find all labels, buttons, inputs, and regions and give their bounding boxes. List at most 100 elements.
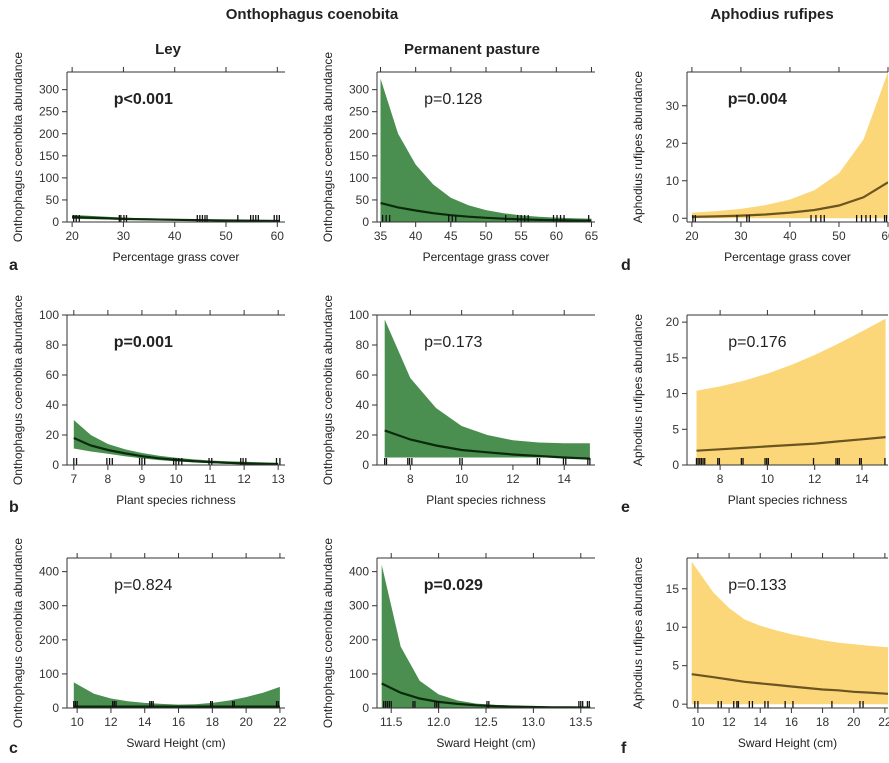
confidence-band <box>384 319 590 458</box>
confidence-band <box>691 561 888 705</box>
x-tick-label: 40 <box>409 229 423 243</box>
x-tick-label: 22 <box>273 715 287 729</box>
x-tick-label: 22 <box>878 715 889 729</box>
y-tick-label: 30 <box>666 99 680 113</box>
x-tick-label: 18 <box>206 715 220 729</box>
panel-letter-b: b <box>9 499 19 516</box>
y-tick-label: 100 <box>349 308 369 322</box>
y-axis-label: Onthophagus coenobita abundance <box>11 52 25 242</box>
y-tick-label: 0 <box>52 701 59 715</box>
y-axis-label: Aphodius rufipes abundance <box>631 71 645 223</box>
x-axis-label: Plant species richness <box>116 493 235 507</box>
x-tick-label: 50 <box>832 229 846 243</box>
x-tick-label: 11.5 <box>380 715 403 729</box>
x-tick-label: 16 <box>785 715 799 729</box>
x-tick-label: 10 <box>70 715 84 729</box>
x-tick-label: 50 <box>479 229 493 243</box>
y-tick-label: 20 <box>666 136 680 150</box>
x-tick-label: 12.0 <box>427 715 451 729</box>
plot-area <box>691 72 888 222</box>
fitted-line <box>696 436 886 452</box>
chart-pasture-grass-cover: 35 40 45 50 55 60 65 0 50 100 150 200 250 300 Percenta… <box>321 52 598 264</box>
chart-pasture-plant-richness: 8 10 12 14 0 20 40 60 80 100 Plant species richnes… <box>321 295 595 507</box>
x-tick-label: 12.5 <box>474 715 498 729</box>
y-tick-label: 10 <box>666 174 680 188</box>
y-tick-label: 10 <box>666 620 680 634</box>
fitted-line <box>691 181 888 218</box>
x-axis-label: Sward Height (cm) <box>126 736 225 750</box>
x-axis-label: Plant species richness <box>426 493 545 507</box>
y-tick-label: 0 <box>362 701 369 715</box>
x-axis-label: Percentage grass cover <box>423 250 550 264</box>
y-tick-label: 200 <box>349 633 369 647</box>
y-tick-label: 0 <box>52 215 59 229</box>
species-header-onthophagus: Onthophagus coenobita <box>225 6 399 23</box>
plot-area <box>380 78 592 222</box>
confidence-band <box>691 72 888 219</box>
y-tick-label: 150 <box>349 149 369 163</box>
y-tick-label: 60 <box>356 368 370 382</box>
panel-letter-a: a <box>9 257 18 274</box>
x-tick-label: 10 <box>455 472 469 486</box>
x-tick-label: 12 <box>808 472 822 486</box>
species-header-aphodius: Aphodius rufipes <box>710 6 834 23</box>
y-axis-label: Aphodius rufipes abundance <box>631 557 645 709</box>
x-axis-label: Sward Height (cm) <box>738 736 837 750</box>
x-tick-label: 30 <box>734 229 748 243</box>
p-value-label: p=0.176 <box>728 334 786 351</box>
chart-aphodius-plant-richness: 8 10 12 14 0 5 10 15 20 Plant species richness Aph… <box>631 310 888 507</box>
chart-ley-sward-height: 10 12 14 16 18 20 22 0 100 200 300 400 Sward Height … <box>11 538 287 750</box>
x-tick-label: 12 <box>722 715 736 729</box>
x-tick-label: 55 <box>514 229 528 243</box>
panel-letter-d: d <box>621 257 631 274</box>
y-tick-label: 100 <box>39 667 59 681</box>
x-tick-label: 13.0 <box>522 715 546 729</box>
y-tick-label: 200 <box>39 127 59 141</box>
y-axis-label: Onthophagus coenobita abundance <box>321 538 335 728</box>
x-tick-label: 13.5 <box>569 715 593 729</box>
x-tick-label: 40 <box>168 229 182 243</box>
y-tick-label: 0 <box>362 215 369 229</box>
column-header-ley: Ley <box>155 41 181 58</box>
y-tick-label: 80 <box>356 338 370 352</box>
y-tick-label: 150 <box>39 149 59 163</box>
x-tick-label: 18 <box>816 715 830 729</box>
x-tick-label: 40 <box>783 229 797 243</box>
x-tick-label: 45 <box>444 229 458 243</box>
x-tick-label: 60 <box>550 229 564 243</box>
y-axis-label: Onthophagus coenobita abundance <box>11 538 25 728</box>
y-tick-label: 300 <box>349 599 369 613</box>
fitted-line <box>72 216 280 222</box>
y-axis-label: Onthophagus coenobita abundance <box>321 52 335 242</box>
y-tick-label: 80 <box>46 338 60 352</box>
x-tick-label: 11 <box>204 472 217 486</box>
plot-area <box>73 420 281 465</box>
chart-aphodius-grass-cover: 20 30 40 50 60 0 10 20 30 Percentage grass cover A… <box>631 67 889 264</box>
y-tick-label: 5 <box>672 659 679 673</box>
fitted-line <box>380 201 592 222</box>
y-tick-label: 20 <box>356 428 370 442</box>
fitted-line <box>384 429 590 460</box>
x-tick-label: 8 <box>717 472 724 486</box>
x-tick-label: 20 <box>847 715 861 729</box>
y-tick-label: 300 <box>349 83 369 97</box>
y-tick-label: 0 <box>52 458 59 472</box>
y-tick-label: 0 <box>362 458 369 472</box>
x-tick-label: 16 <box>172 715 186 729</box>
p-value-label: p=0.824 <box>114 577 172 594</box>
y-tick-label: 0 <box>672 697 679 711</box>
y-tick-label: 100 <box>349 667 369 681</box>
x-tick-label: 60 <box>271 229 285 243</box>
plot-area <box>695 318 886 465</box>
y-tick-label: 20 <box>46 428 60 442</box>
y-tick-label: 40 <box>46 398 60 412</box>
y-tick-label: 50 <box>46 193 60 207</box>
x-tick-label: 9 <box>139 472 146 486</box>
confidence-band <box>696 318 886 465</box>
x-tick-label: 13 <box>272 472 286 486</box>
panel-letter-f: f <box>621 740 627 757</box>
confidence-band <box>380 78 592 222</box>
p-value-label: p=0.004 <box>728 91 787 108</box>
p-value-label: p=0.128 <box>424 91 482 108</box>
plot-area <box>691 561 888 708</box>
